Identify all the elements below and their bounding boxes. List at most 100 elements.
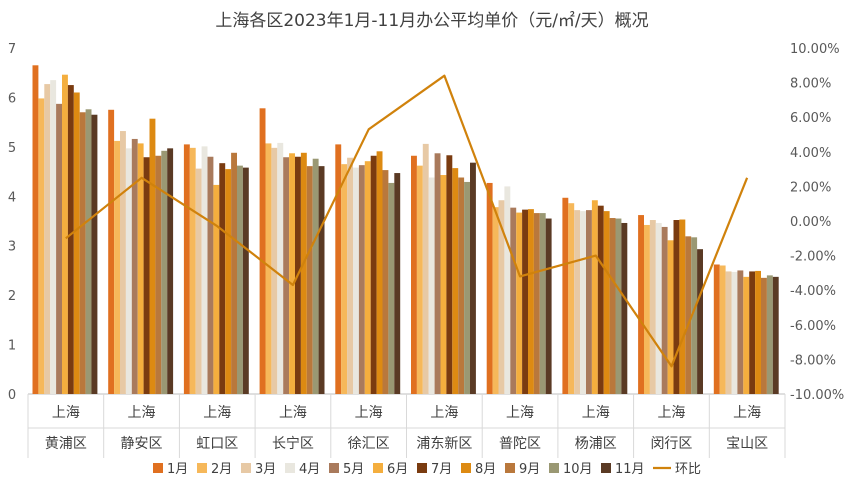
category-group-label: 上海 — [506, 405, 534, 421]
bar — [155, 155, 162, 394]
legend-label: 9月 — [519, 462, 540, 477]
bar — [464, 181, 470, 394]
y-right-tick-label: -8.00% — [790, 353, 836, 368]
bar — [539, 213, 546, 394]
legend-swatch — [329, 463, 339, 473]
y-right-tick-label: 10.00% — [790, 42, 840, 57]
bar — [586, 210, 592, 394]
bar — [522, 209, 528, 394]
bar — [486, 182, 493, 394]
bar — [644, 224, 650, 394]
bar — [755, 270, 761, 394]
y-right-tick-label: -6.00% — [790, 319, 836, 334]
category-group-label: 上海 — [203, 405, 231, 421]
bar — [713, 264, 720, 394]
bar — [673, 220, 680, 394]
y-left-tick-label: 3 — [8, 240, 16, 255]
bar — [265, 143, 272, 394]
y-left-tick-label: 2 — [8, 289, 16, 304]
bar — [85, 109, 92, 394]
category-group-label: 上海 — [279, 405, 307, 421]
legend-label: 6月 — [387, 462, 408, 477]
bar — [533, 213, 540, 394]
legend-label: 3月 — [255, 462, 276, 477]
bar — [358, 165, 365, 394]
bar — [574, 210, 581, 394]
bar — [318, 166, 325, 394]
bar — [562, 197, 569, 394]
bar — [609, 218, 616, 394]
bar — [498, 200, 505, 394]
bar — [149, 118, 156, 394]
bar — [335, 144, 342, 394]
bar — [411, 155, 417, 394]
bar — [772, 276, 779, 394]
bar — [737, 270, 744, 394]
bar — [44, 84, 51, 394]
category-group-label: 上海 — [128, 405, 156, 421]
bar — [597, 205, 604, 394]
bar — [667, 240, 674, 394]
line-series-huanbi — [65, 74, 749, 368]
bar — [440, 175, 447, 394]
bar — [114, 140, 120, 394]
bar — [56, 103, 62, 395]
bar — [38, 98, 45, 394]
legend-label: 7月 — [431, 462, 452, 477]
bar — [167, 148, 174, 394]
category-label: 虹口区 — [196, 436, 238, 452]
legend-label: 10月 — [563, 462, 593, 477]
legend-swatch — [197, 463, 207, 473]
bar — [131, 138, 138, 394]
legend-swatch — [601, 463, 611, 473]
legend-group: 1月 2月 3月 4月 5月 6月 7月 8月 9月 10月 11月 环比 — [153, 462, 701, 477]
chart-title: 上海各区2023年1月-11月办公平均单价（元/㎡/天）概况 — [215, 11, 648, 31]
category-label: 浦东新区 — [416, 436, 472, 452]
bar — [516, 212, 523, 394]
category-label: 闵行区 — [650, 436, 692, 452]
bar — [470, 162, 476, 394]
bar — [766, 275, 773, 394]
y-right-tick-label: 4.00% — [790, 146, 831, 161]
legend-label: 环比 — [675, 462, 701, 477]
legend-swatch — [417, 463, 427, 473]
bar — [312, 158, 319, 394]
bar — [719, 265, 726, 394]
legend-swatch — [285, 463, 295, 473]
bar — [300, 152, 307, 394]
bar — [306, 166, 313, 394]
bar — [277, 142, 284, 394]
category-label: 长宁区 — [272, 435, 314, 452]
bar — [370, 155, 377, 394]
bar — [195, 168, 202, 394]
bar — [697, 249, 703, 394]
category-group-label: 上海 — [430, 405, 458, 421]
bar — [108, 109, 115, 395]
bar — [679, 219, 686, 394]
bar — [655, 222, 662, 394]
legend-label: 8月 — [475, 462, 496, 477]
bar — [183, 144, 190, 394]
bar — [73, 92, 80, 394]
bar — [504, 186, 511, 394]
bar — [32, 65, 39, 395]
line-group — [65, 74, 749, 368]
y-right-tick-label: -4.00% — [790, 284, 836, 299]
bar — [50, 80, 57, 394]
y-left-tick-label: 6 — [8, 91, 16, 106]
category-group-label: 上海 — [733, 405, 761, 421]
category-group-label: 上海 — [52, 405, 80, 421]
legend-swatch — [461, 463, 471, 473]
category-label: 普陀区 — [499, 436, 541, 452]
bar — [621, 222, 628, 394]
y-left-tick-label: 4 — [8, 190, 16, 205]
legend-swatch — [153, 463, 163, 473]
y-right-tick-label: 8.00% — [790, 77, 831, 92]
y-right-tick-label: 2.00% — [790, 180, 831, 195]
bar — [388, 182, 395, 394]
bar — [422, 143, 429, 394]
bar — [545, 218, 552, 394]
y-right-tick-label: 6.00% — [790, 111, 831, 126]
bar — [213, 184, 220, 394]
